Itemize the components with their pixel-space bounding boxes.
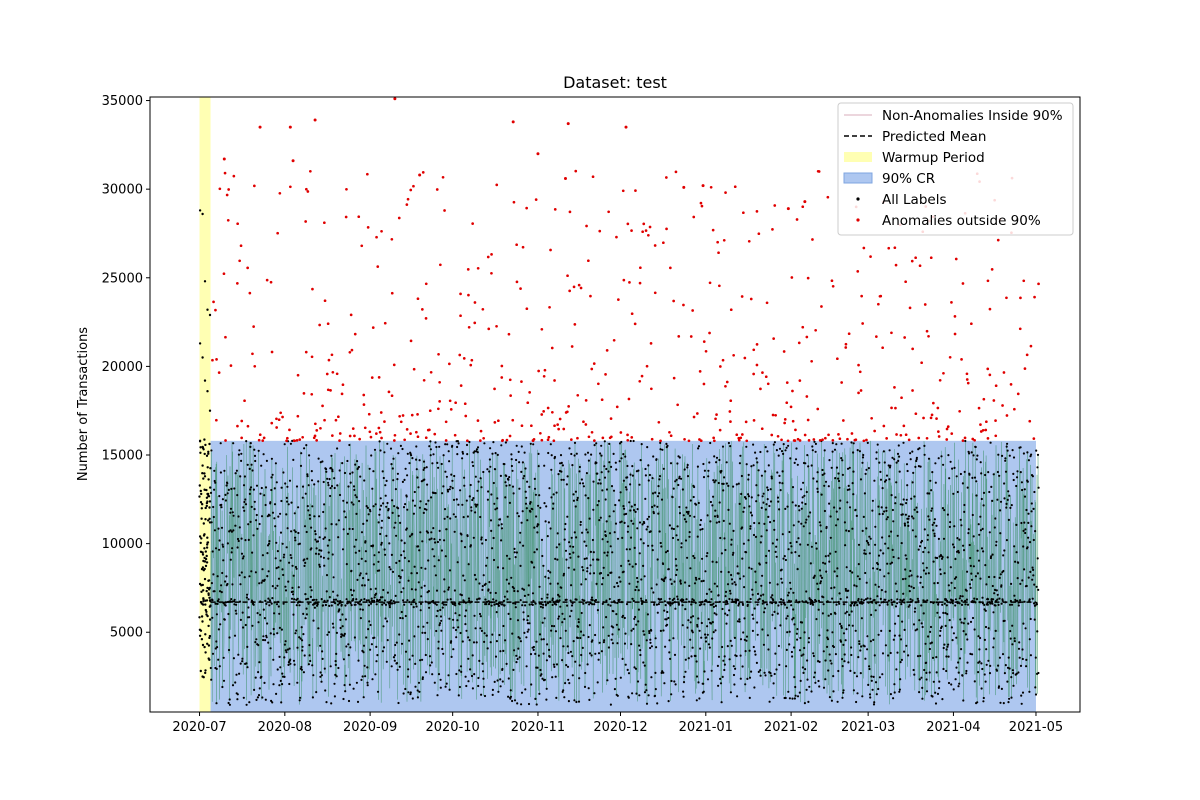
notable-anomalies bbox=[222, 97, 807, 211]
anomaly-point-8 bbox=[222, 157, 226, 161]
y-tick-label: 10000 bbox=[102, 537, 143, 552]
legend-label: 90% CR bbox=[882, 171, 935, 187]
anomaly-point-11 bbox=[682, 185, 686, 189]
legend-label: Non-Anomalies Inside 90% bbox=[882, 108, 1063, 124]
axes-frame bbox=[149, 96, 1081, 713]
x-tick-label: 2020-09 bbox=[343, 720, 397, 735]
anomaly-point-6 bbox=[624, 125, 628, 129]
x-tick-label: 2021-03 bbox=[841, 720, 895, 735]
x-tick-label: 2021-01 bbox=[679, 720, 733, 735]
legend-label: Predicted Mean bbox=[882, 129, 986, 145]
warmup-label-points bbox=[198, 209, 212, 679]
anomaly-point-15 bbox=[803, 200, 807, 204]
legend-label: Anomalies outside 90% bbox=[882, 213, 1041, 229]
x-tick-label: 2021-04 bbox=[926, 720, 980, 735]
x-tick-label: 2020-11 bbox=[511, 720, 565, 735]
chart-title: Dataset: test bbox=[563, 73, 667, 92]
y-axis-label: Number of Transactions bbox=[76, 327, 91, 481]
anomaly-point-10 bbox=[418, 173, 422, 177]
y-tick-label: 5000 bbox=[110, 626, 143, 641]
x-axis: 2020-07 2020-08 2020-09 2020-10 2020-11 2020-… bbox=[172, 712, 1063, 735]
y-tick-label: 35000 bbox=[102, 94, 143, 109]
legend-marker-point bbox=[856, 218, 860, 222]
x-tick-label: 2021-02 bbox=[764, 720, 818, 735]
legend-label: All Labels bbox=[882, 192, 946, 208]
y-tick-label: 25000 bbox=[102, 271, 143, 286]
all-labels-points bbox=[209, 439, 1040, 706]
anomaly-point-7 bbox=[536, 152, 540, 156]
y-tick-label: 15000 bbox=[102, 449, 143, 464]
legend-label: Warmup Period bbox=[882, 150, 985, 166]
anomaly-point-5 bbox=[288, 125, 292, 129]
y-tick-label: 20000 bbox=[102, 360, 143, 375]
anomaly-point-13 bbox=[563, 177, 567, 181]
legend-box bbox=[837, 102, 1074, 236]
x-tick-label: 2020-12 bbox=[593, 720, 647, 735]
plot-area bbox=[198, 97, 1040, 712]
x-tick-label: 2021-05 bbox=[1009, 720, 1063, 735]
x-tick-label: 2020-10 bbox=[425, 720, 479, 735]
anomaly-point-4 bbox=[258, 125, 262, 129]
y-tick-label: 30000 bbox=[102, 183, 143, 198]
anomaly-point-14 bbox=[786, 207, 790, 211]
y-axis: 5000 10000 15000 20000 25000 30000 35000 bbox=[102, 94, 150, 641]
legend-marker-point bbox=[856, 197, 860, 201]
x-tick-label: 2020-08 bbox=[258, 720, 312, 735]
legend: Non-Anomalies Inside 90% Predicted Mean Wa… bbox=[837, 102, 1074, 236]
x-tick-label: 2020-07 bbox=[172, 720, 226, 735]
legend-marker-patch bbox=[844, 152, 872, 162]
anomaly-point-3 bbox=[566, 122, 570, 126]
anomaly-point-12 bbox=[701, 184, 705, 188]
anomaly-point-9 bbox=[291, 159, 295, 163]
anomaly-point-1 bbox=[313, 118, 317, 122]
anomaly-point-2 bbox=[511, 120, 515, 124]
anomaly-point-0 bbox=[393, 97, 397, 101]
legend-marker-patch bbox=[843, 172, 873, 184]
warmup-band bbox=[199, 97, 211, 712]
